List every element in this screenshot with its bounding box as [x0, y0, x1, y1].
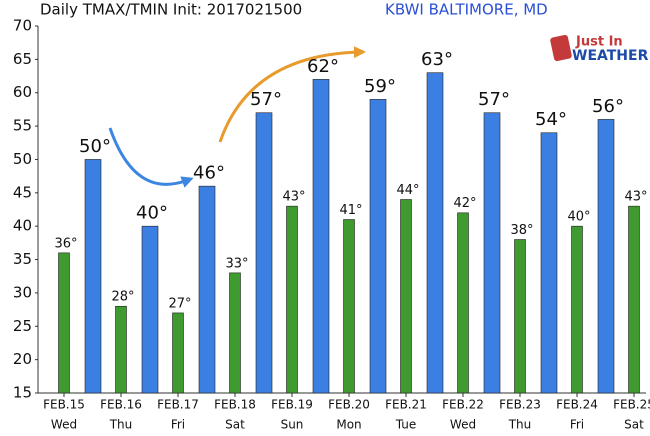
data-label: 36° [54, 236, 77, 251]
x-tick-label: Tue [395, 418, 417, 432]
x-tick-label: FEB.15 [43, 398, 85, 412]
x-tick-label: FEB.23 [499, 398, 541, 412]
arrow [108, 127, 194, 188]
y-tick-label: 25 [13, 317, 32, 335]
data-label: 28° [111, 290, 134, 305]
x-tick-label: FEB.25 [613, 398, 650, 412]
y-tick-label: 35 [13, 250, 32, 268]
bar [457, 212, 469, 394]
x-tick-label: Thu [508, 418, 532, 432]
bar [400, 199, 412, 394]
bar [628, 205, 640, 394]
y-tick-label: 20 [13, 350, 32, 368]
y-tick-label: 55 [13, 117, 32, 135]
data-label: 57° [478, 89, 510, 110]
logo: Just In WEATHER [550, 34, 649, 64]
data-label: 40° [567, 210, 590, 225]
data-label: 42° [453, 196, 476, 211]
bar [343, 219, 355, 394]
bar [58, 252, 70, 394]
logo-icon [550, 34, 572, 62]
x-tick-label: Fri [570, 418, 584, 432]
x-tick-label: Wed [51, 418, 77, 432]
bar [141, 225, 159, 394]
logo-text: WEATHER [572, 48, 649, 64]
bar [312, 79, 330, 394]
arrow [218, 46, 366, 143]
bar [514, 239, 526, 394]
bar [255, 112, 273, 394]
x-tick-label: FEB.20 [328, 398, 370, 412]
data-label: 56° [592, 96, 624, 117]
x-tick-label: Mon [336, 418, 361, 432]
data-label: 46° [193, 163, 225, 184]
data-label: 43° [624, 190, 647, 205]
y-tick-label: 45 [13, 183, 32, 201]
y-tick-label: 60 [13, 83, 32, 101]
data-label: 63° [421, 49, 453, 70]
bar [198, 185, 216, 394]
data-label: 44° [396, 183, 419, 198]
x-tick-label: FEB.24 [556, 398, 598, 412]
y-tick-label: 30 [13, 283, 32, 301]
chart-title: Daily TMAX/TMIN Init: 2017021500 [40, 1, 302, 19]
y-tick-label: 65 [13, 50, 32, 68]
logo-text: Just In [575, 35, 623, 50]
y-tick-label: 40 [13, 217, 32, 235]
x-tick-label: FEB.17 [157, 398, 199, 412]
x-tick-label: Thu [109, 418, 133, 432]
x-tick-label: Sat [624, 418, 644, 432]
x-tick-label: FEB.21 [385, 398, 427, 412]
data-label: 54° [535, 109, 567, 130]
data-label: 27° [168, 296, 191, 311]
bar [571, 225, 583, 394]
bar [369, 99, 387, 394]
bar [172, 312, 184, 394]
x-tick-label: Wed [450, 418, 476, 432]
x-tick-label: FEB.18 [214, 398, 256, 412]
bar [286, 205, 298, 394]
bar [483, 112, 501, 394]
bar [229, 272, 241, 394]
data-label: 43° [282, 190, 305, 205]
data-label: 40° [136, 203, 168, 224]
bar [426, 72, 444, 394]
y-tick-label: 50 [13, 150, 32, 168]
x-tick-label: Fri [171, 418, 185, 432]
x-tick-label: FEB.22 [442, 398, 484, 412]
data-label: 62° [307, 56, 339, 77]
chart-subtitle: KBWI BALTIMORE, MD [385, 1, 548, 19]
data-label: 57° [250, 89, 282, 110]
bar [597, 119, 615, 394]
bar [115, 305, 127, 394]
x-tick-label: Sat [225, 418, 245, 432]
bar [540, 132, 558, 394]
x-tick-label: FEB.19 [271, 398, 313, 412]
y-tick-label: 15 [13, 384, 32, 402]
data-label: 50° [79, 136, 111, 157]
data-label: 38° [510, 223, 533, 238]
x-tick-label: FEB.16 [100, 398, 142, 412]
bar [84, 159, 102, 394]
x-tick-label: Sun [281, 418, 304, 432]
data-label: 41° [339, 203, 362, 218]
data-label: 33° [225, 256, 248, 271]
data-label: 59° [364, 76, 396, 97]
y-tick-label: 70 [13, 17, 32, 35]
